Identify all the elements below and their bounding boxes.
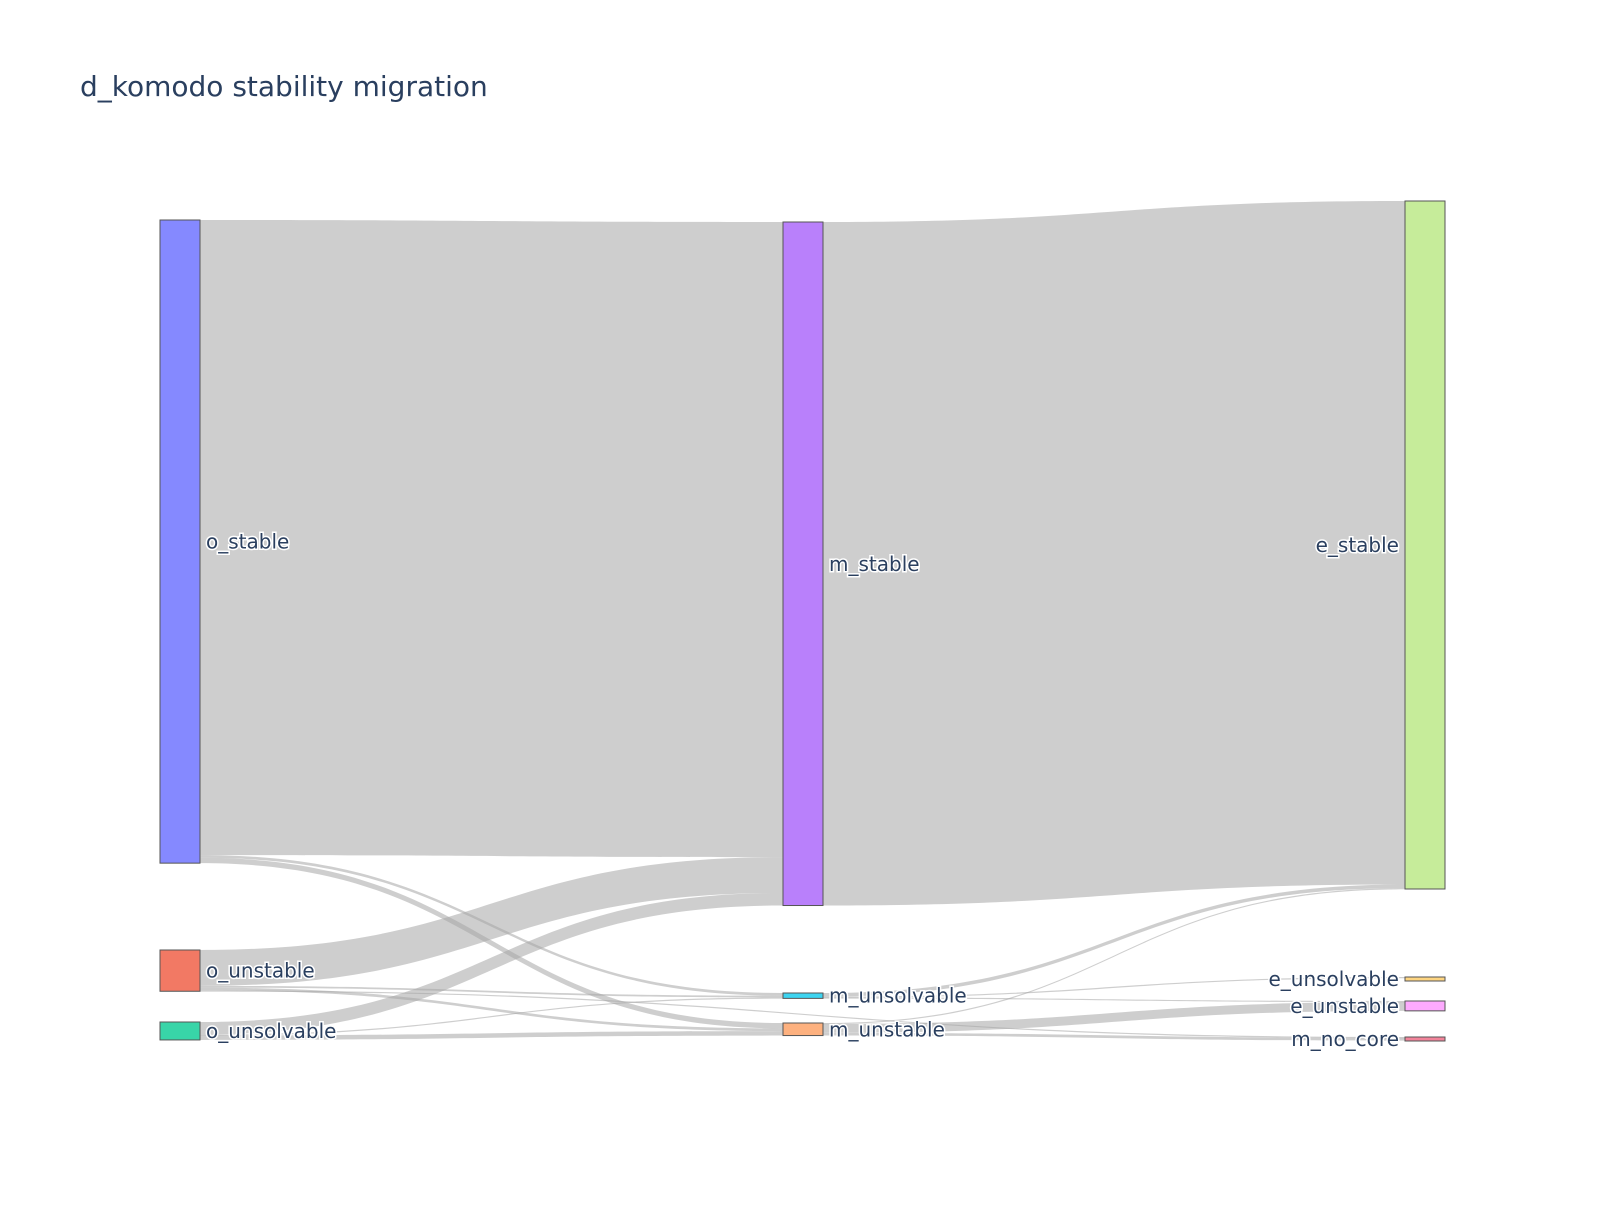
sankey-node-e_unsolvable[interactable] [1404,976,1446,982]
sankey-node-o_unstable[interactable] [159,949,201,992]
sankey-link-m_unsolvable-to-e_unsolvable[interactable] [823,977,1405,998]
sankey-node-m_no_core[interactable] [1404,1036,1446,1042]
sankey-link-m_unstable-to-e_unstable[interactable] [823,1001,1405,1033]
sankey-node-label-o_stable: o_stable [206,530,289,554]
sankey-node-label-o_unsolvable: o_unsolvable [206,1019,336,1043]
sankey-node-o_stable[interactable] [159,219,201,864]
sankey-link-m_unstable-to-e_stable[interactable] [823,888,1405,1025]
sankey-node-m_unstable[interactable] [782,1022,824,1037]
sankey-link-o_unstable-to-m_no_core[interactable] [200,990,1405,1039]
sankey-node-label-e_unstable: e_unstable [1290,994,1399,1018]
sankey-link-o_unstable-to-m_unstable[interactable] [200,987,783,1032]
sankey-node-label-m_unstable: m_unstable [829,1017,945,1041]
sankey-link-o_unstable-to-m_stable[interactable] [200,857,783,986]
sankey-node-o_unsolvable[interactable] [159,1021,201,1041]
sankey-node-label-e_stable: e_stable [1316,533,1399,557]
sankey-link-o_stable-to-m_stable[interactable] [200,220,783,858]
sankey-link-m_unsolvable-to-e_stable[interactable] [823,884,1405,997]
sankey-link-m_stable-to-e_stable[interactable] [823,201,1405,906]
chart-title: d_komodo stability migration [80,70,488,103]
sankey-labels: o_stable o_unstable o_unsolvable m_stable m_… [205,528,1401,1052]
sankey-links [200,201,1405,1041]
sankey-node-e_unstable[interactable] [1404,1000,1446,1012]
sankey-link-o_stable-to-m_unstable[interactable] [200,857,783,1029]
sankey-link-m_unstable-to-m_no_core[interactable] [823,1032,1405,1041]
sankey-node-label-m_stable: m_stable [829,552,920,576]
sankey-link-o_unsolvable-to-m_unsolvable[interactable] [200,997,783,1036]
sankey-node-label-e_unsolvable: e_unsolvable [1268,967,1399,991]
sankey-nodes [159,200,1446,1042]
sankey-node-e_stable[interactable] [1404,200,1446,890]
sankey-node-label-m_no_core: m_no_core [1291,1027,1399,1051]
sankey-node-label-m_unsolvable: m_unsolvable [829,984,967,1008]
sankey-node-m_stable[interactable] [782,221,824,907]
sankey-link-o_unsolvable-to-m_unstable[interactable] [200,1031,783,1040]
sankey-link-m_unsolvable-to-e_unstable[interactable] [823,997,1405,1003]
sankey-node-m_unsolvable[interactable] [782,992,824,999]
sankey-node-label-o_unstable: o_unstable [206,959,315,983]
sankey-link-o_unstable-to-m_unsolvable[interactable] [200,985,783,998]
sankey-link-o_unsolvable-to-m_stable[interactable] [200,892,783,1035]
